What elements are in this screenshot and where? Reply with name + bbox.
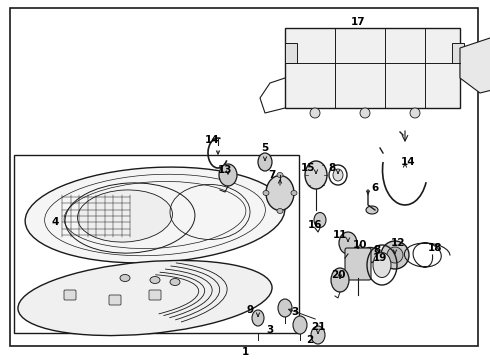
- Text: 8: 8: [328, 163, 336, 173]
- Ellipse shape: [18, 260, 272, 336]
- Text: 7: 7: [269, 170, 276, 180]
- Text: 1: 1: [242, 347, 248, 357]
- Ellipse shape: [333, 169, 343, 181]
- Ellipse shape: [277, 172, 283, 177]
- Ellipse shape: [291, 190, 297, 195]
- Bar: [14, 155, 299, 333]
- Text: 14: 14: [205, 135, 220, 145]
- FancyBboxPatch shape: [64, 290, 76, 300]
- Ellipse shape: [293, 316, 307, 334]
- Circle shape: [410, 108, 420, 118]
- Text: 15: 15: [301, 163, 315, 173]
- Text: 12: 12: [391, 238, 405, 248]
- Polygon shape: [460, 38, 490, 93]
- Ellipse shape: [263, 190, 269, 195]
- Text: 8: 8: [373, 245, 381, 255]
- Ellipse shape: [314, 212, 326, 228]
- Circle shape: [387, 247, 403, 263]
- Text: 19: 19: [373, 253, 387, 263]
- FancyBboxPatch shape: [345, 248, 371, 280]
- Ellipse shape: [252, 310, 264, 326]
- Ellipse shape: [258, 153, 272, 171]
- Ellipse shape: [120, 274, 130, 282]
- Ellipse shape: [25, 167, 285, 263]
- Ellipse shape: [373, 252, 391, 278]
- Text: 3: 3: [267, 325, 273, 335]
- Text: 4: 4: [51, 217, 59, 227]
- Text: 21: 21: [311, 322, 325, 332]
- Text: 5: 5: [261, 143, 269, 153]
- Text: 18: 18: [428, 243, 442, 253]
- Circle shape: [360, 108, 370, 118]
- Circle shape: [310, 108, 320, 118]
- Ellipse shape: [266, 176, 294, 211]
- Circle shape: [381, 241, 409, 269]
- Ellipse shape: [360, 248, 380, 262]
- Ellipse shape: [366, 206, 378, 214]
- Text: 17: 17: [351, 17, 366, 27]
- Ellipse shape: [150, 276, 160, 284]
- Ellipse shape: [305, 161, 327, 189]
- Text: 14: 14: [401, 157, 416, 167]
- Bar: [285, 43, 297, 63]
- Text: 16: 16: [308, 220, 322, 230]
- Text: 11: 11: [333, 230, 347, 240]
- Ellipse shape: [219, 164, 237, 186]
- Ellipse shape: [339, 232, 357, 254]
- Ellipse shape: [331, 268, 349, 292]
- Ellipse shape: [77, 190, 172, 242]
- Ellipse shape: [170, 279, 180, 285]
- Bar: [452, 43, 464, 63]
- Ellipse shape: [277, 208, 283, 213]
- Text: 6: 6: [371, 183, 379, 193]
- Text: 2: 2: [306, 335, 314, 345]
- Text: 13: 13: [218, 165, 232, 175]
- Text: 10: 10: [353, 240, 367, 250]
- Text: 3: 3: [292, 307, 298, 317]
- Bar: [285, 28, 460, 108]
- FancyBboxPatch shape: [109, 295, 121, 305]
- Text: 20: 20: [331, 270, 345, 280]
- Ellipse shape: [311, 326, 325, 344]
- FancyBboxPatch shape: [149, 290, 161, 300]
- Ellipse shape: [278, 299, 292, 317]
- Text: 9: 9: [246, 305, 253, 315]
